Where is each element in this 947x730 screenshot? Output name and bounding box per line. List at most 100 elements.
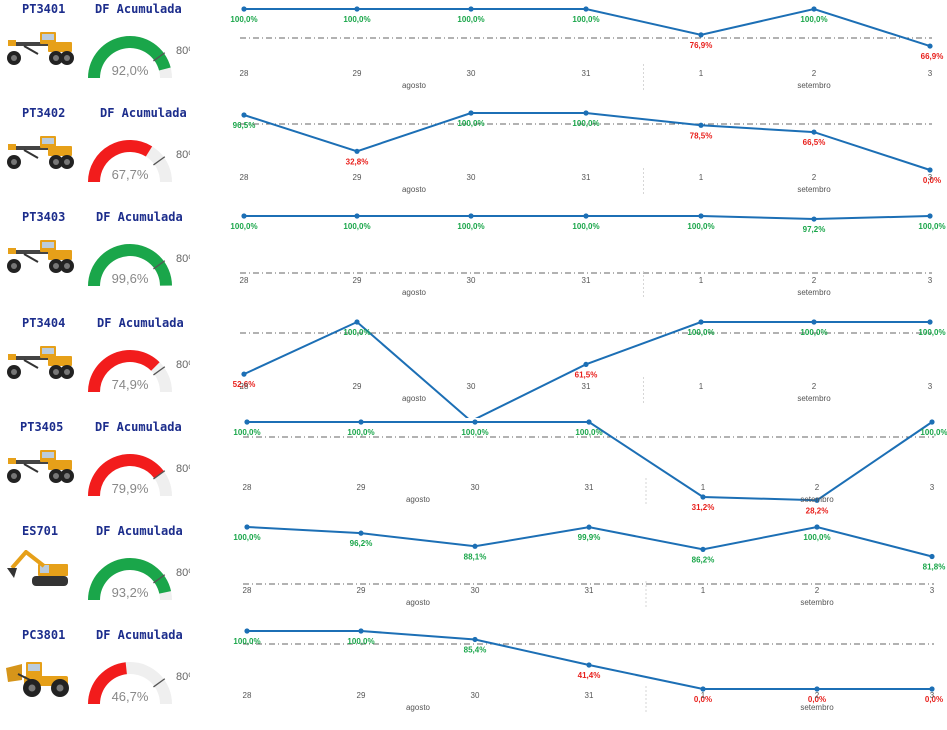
data-label: 100,0% <box>918 328 945 337</box>
data-point <box>700 494 706 500</box>
data-label: 100,0% <box>457 222 484 231</box>
x-tick-label: 2 <box>812 382 817 391</box>
x-tick-label: 3 <box>928 69 933 78</box>
data-point <box>583 213 589 219</box>
data-point <box>814 686 820 692</box>
gauge-fill <box>88 243 172 286</box>
month-label: agosto <box>402 185 427 194</box>
equipment-code: PT3404 <box>22 316 66 330</box>
x-tick-label: 31 <box>582 69 591 78</box>
data-label: 0,0% <box>694 695 712 704</box>
data-label: 100,0% <box>343 15 370 24</box>
excavator-icon <box>7 550 68 586</box>
data-point <box>472 543 478 549</box>
data-label: 100,0% <box>575 428 602 437</box>
df-gauge: 80% 74,9% <box>88 350 190 392</box>
data-label: 66,9% <box>921 52 944 61</box>
data-label: 100,0% <box>918 222 945 231</box>
data-label: 41,4% <box>578 671 601 680</box>
x-tick-label: 2 <box>812 69 817 78</box>
gauge-value: 92,0% <box>112 63 149 78</box>
x-tick-label: 29 <box>357 483 366 492</box>
x-tick-label: 28 <box>240 382 249 391</box>
data-point <box>811 216 817 222</box>
x-tick-label: 1 <box>701 586 706 595</box>
data-point <box>358 419 364 425</box>
gauge-target-label: 80% <box>176 253 190 265</box>
x-tick-label: 31 <box>582 173 591 182</box>
data-label: 100,0% <box>920 428 947 437</box>
gauge-target-marker <box>153 678 166 688</box>
data-label: 85,4% <box>464 645 487 654</box>
month-label: setembro <box>797 81 831 90</box>
data-point <box>698 122 704 128</box>
df-gauge: 80% 99,6% <box>88 243 190 286</box>
data-point <box>472 419 478 425</box>
data-point <box>698 319 704 325</box>
df-accumulated-label: DF Acumulada <box>96 210 183 224</box>
df-accumulated-label: DF Acumulada <box>100 106 187 120</box>
df-accumulated-label: DF Acumulada <box>95 420 182 434</box>
x-tick-label: 2 <box>815 586 820 595</box>
equipment-panel: ES701 DF Acumulada 80% 93,2% 100,0% 96,2% 88,1… <box>0 522 947 626</box>
equipment-code: PC3801 <box>22 628 66 642</box>
gauge-value: 93,2% <box>112 585 149 600</box>
x-tick-label: 28 <box>243 691 252 700</box>
x-tick-label: 30 <box>471 691 480 700</box>
df-gauge: 80% 79,9% <box>88 454 190 496</box>
gauge-value: 67,7% <box>112 167 149 182</box>
data-point <box>586 419 592 425</box>
x-tick-label: 1 <box>699 173 704 182</box>
data-point <box>586 524 592 530</box>
data-label: 100,0% <box>233 637 260 646</box>
x-tick-label: 29 <box>353 382 362 391</box>
data-point <box>929 686 935 692</box>
x-tick-label: 3 <box>930 691 935 700</box>
x-tick-label: 30 <box>467 69 476 78</box>
x-tick-label: 31 <box>585 586 594 595</box>
gauge-target-marker <box>153 470 166 480</box>
x-tick-label: 1 <box>701 691 706 700</box>
month-label: setembro <box>797 288 831 297</box>
month-label: setembro <box>800 495 834 504</box>
x-tick-label: 29 <box>353 69 362 78</box>
data-label: 100,0% <box>230 222 257 231</box>
data-point <box>241 112 247 118</box>
data-label: 100,0% <box>343 222 370 231</box>
month-label: agosto <box>406 598 431 607</box>
data-point <box>354 319 360 325</box>
x-tick-label: 29 <box>353 173 362 182</box>
data-point <box>244 419 250 425</box>
x-tick-label: 3 <box>930 586 935 595</box>
gauge-target-label: 80% <box>176 149 190 161</box>
data-label: 100,0% <box>687 222 714 231</box>
x-tick-label: 2 <box>812 276 817 285</box>
data-point <box>241 6 247 12</box>
gauge-target-label: 80% <box>176 45 190 57</box>
data-point <box>468 110 474 116</box>
equipment-code: PT3401 <box>22 2 66 16</box>
gauge-target-marker <box>153 574 166 584</box>
df-daily-line-chart: 100,0% 100,0% 100,0% 100,0% 31,2% 28,2% 100,0%… <box>233 419 947 515</box>
data-point <box>814 524 820 530</box>
equipment-code: PT3403 <box>22 210 66 224</box>
x-tick-label: 2 <box>812 173 817 182</box>
x-tick-label: 28 <box>240 173 249 182</box>
df-accumulated-label: DF Acumulada <box>96 524 183 538</box>
data-label: 86,2% <box>692 555 715 564</box>
x-tick-label: 3 <box>928 173 933 182</box>
data-point <box>583 361 589 367</box>
x-tick-label: 29 <box>357 586 366 595</box>
x-tick-label: 29 <box>353 276 362 285</box>
data-point <box>358 530 364 536</box>
data-label: 100,0% <box>233 533 260 542</box>
data-point <box>583 6 589 12</box>
equipment-code: PT3402 <box>22 106 66 120</box>
data-label: 28,2% <box>806 506 829 515</box>
x-tick-label: 31 <box>582 276 591 285</box>
data-label: 100,0% <box>800 328 827 337</box>
df-gauge: 80% 92,0% <box>88 35 190 78</box>
data-point <box>927 213 933 219</box>
